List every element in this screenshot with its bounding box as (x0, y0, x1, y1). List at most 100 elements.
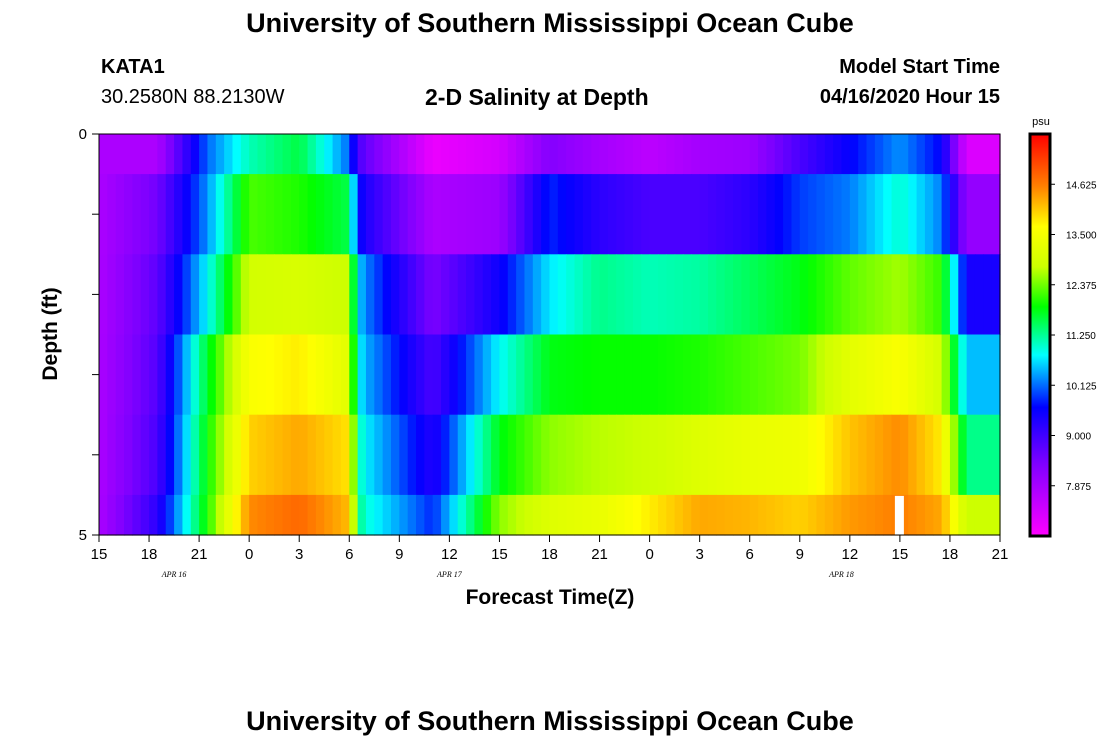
heatmap-cell (624, 414, 634, 496)
heatmap-cell (649, 414, 659, 496)
heatmap-cell (949, 414, 959, 496)
heatmap-cell (199, 494, 209, 536)
heatmap-cell (841, 414, 851, 496)
heatmap-cell (224, 174, 234, 255)
heatmap-cell (157, 414, 167, 496)
heatmap-cell (224, 414, 234, 496)
heatmap-cell (916, 334, 926, 416)
heatmap-cell (507, 174, 517, 255)
heatmap-cell (432, 254, 442, 336)
heatmap-cell (382, 174, 392, 255)
heatmap-cell (399, 134, 409, 175)
heatmap-cell (557, 134, 567, 175)
heatmap-cell (332, 494, 342, 536)
heatmap-cell (916, 134, 926, 175)
heatmap-cell (307, 334, 317, 416)
heatmap-cell (933, 414, 943, 496)
heatmap-cell (357, 174, 367, 255)
heatmap-cell (783, 494, 793, 536)
heatmap-cell (299, 334, 309, 416)
axes: 15 18 21 0 3 6 9 12 15 18 21 0 3 6 9 12 15 18 21 APR 16 APR … (79, 126, 1009, 579)
heatmap-cell (733, 254, 742, 336)
heatmap-cell (949, 494, 959, 536)
heatmap-cell (399, 414, 409, 496)
colorbar-tick-label: 14.625 (1066, 180, 1097, 191)
heatmap-cell (532, 334, 542, 416)
x-tick-label: 12 (441, 546, 458, 563)
heatmap-cell (149, 334, 158, 416)
x-tick-label: 15 (892, 546, 909, 563)
y-tick-label: 5 (79, 527, 87, 544)
heatmap-cell (624, 254, 634, 336)
heatmap-cell (466, 174, 476, 255)
heatmap-cell (824, 134, 834, 175)
heatmap-cell (599, 134, 609, 175)
heatmap-cell (374, 414, 384, 496)
chart-subtitle: 2-D Salinity at Depth (425, 84, 649, 110)
heatmap-cell (516, 134, 526, 175)
heatmap-cell (908, 134, 918, 175)
heatmap-cell (315, 174, 325, 255)
heatmap-cell (290, 174, 300, 255)
heatmap-cell (674, 334, 684, 416)
heatmap-cell (249, 254, 259, 336)
heatmap-cell (624, 494, 634, 536)
heatmap-cell (816, 494, 826, 536)
heatmap-cell (332, 134, 342, 175)
heatmap-cell (858, 414, 868, 496)
heatmap-cell (365, 494, 375, 536)
heatmap-cell (290, 334, 300, 416)
heatmap-cell (290, 134, 300, 175)
heatmap-cell (616, 174, 626, 255)
heatmap-cell (232, 254, 242, 336)
heatmap-cell (365, 414, 375, 496)
heatmap-cell (399, 334, 409, 416)
heatmap-cell (891, 174, 901, 255)
heatmap-cell (632, 334, 642, 416)
heatmap-cell (749, 414, 759, 496)
heatmap-cell (224, 494, 234, 536)
heatmap-cell (616, 494, 626, 536)
heatmap-cell (774, 134, 784, 175)
heatmap-cell (516, 414, 526, 496)
heatmap-cell (107, 254, 117, 336)
heatmap-cell (407, 134, 417, 175)
heatmap-cell (149, 174, 158, 255)
heatmap-cell (766, 494, 776, 536)
x-tick-label: 6 (345, 546, 353, 563)
heatmap-cell (791, 174, 801, 255)
heatmap-cell (274, 494, 284, 536)
heatmap-cell (257, 334, 267, 416)
colorbar-tick-label: 7.875 (1066, 482, 1091, 493)
heatmap-cell (949, 174, 959, 255)
heatmap-cell (149, 134, 158, 175)
heatmap-cell (332, 254, 342, 336)
heatmap-cell (332, 334, 342, 416)
heatmap-cell (265, 494, 275, 536)
heatmap-cell (991, 414, 1001, 496)
heatmap-cell (891, 254, 901, 336)
heatmap-cell (724, 254, 734, 336)
heatmap-cell (474, 134, 484, 175)
heatmap-cell (899, 254, 909, 336)
heatmap-cell (282, 414, 292, 496)
heatmap-cell (674, 134, 684, 175)
heatmap-cell (799, 254, 809, 336)
heatmap-cell (682, 174, 692, 255)
heatmap-cell (874, 414, 884, 496)
heatmap-cell (849, 334, 859, 416)
heatmap-cell (657, 174, 667, 255)
heatmap-cell (307, 134, 317, 175)
heatmap-cell (274, 334, 284, 416)
heatmap-cell (466, 334, 476, 416)
heatmap-cell (240, 254, 250, 336)
heatmap-cell (157, 254, 167, 336)
heatmap-cell (449, 494, 459, 536)
x-tick-label: 0 (645, 546, 653, 563)
heatmap-cell (274, 414, 284, 496)
heatmap-cell (124, 174, 133, 255)
heatmap-cell (432, 134, 442, 175)
heatmap-cell (824, 414, 834, 496)
heatmap-cell (416, 174, 425, 255)
